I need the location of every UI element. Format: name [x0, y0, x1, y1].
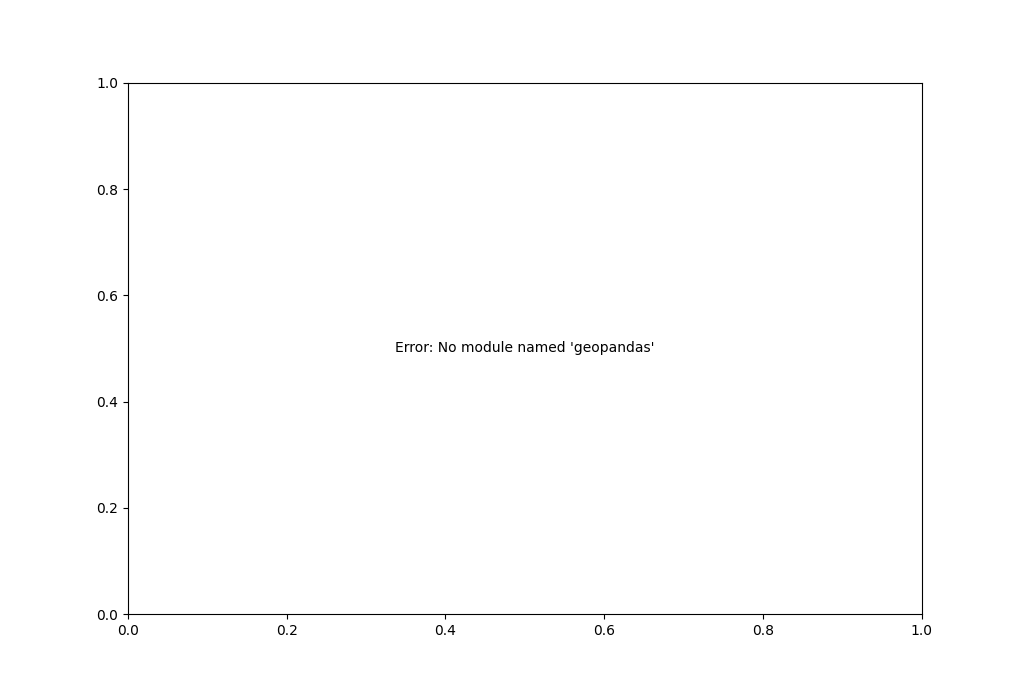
- Text: Error: No module named 'geopandas': Error: No module named 'geopandas': [395, 342, 654, 355]
